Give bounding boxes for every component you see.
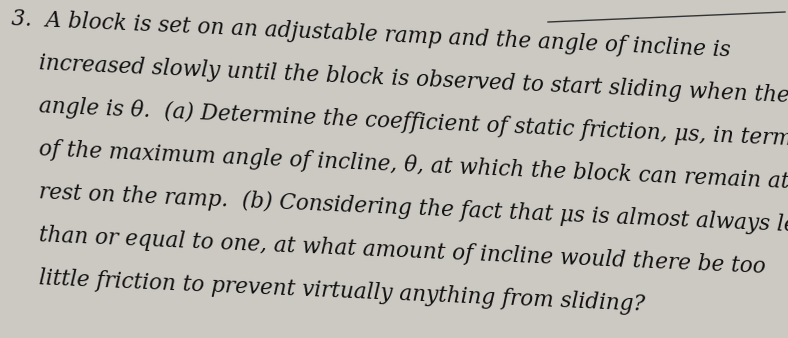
Text: little friction to prevent virtually anything from sliding?: little friction to prevent virtually any…	[11, 266, 645, 316]
Text: 3.  A block is set on an adjustable ramp and the angle of incline is: 3. A block is set on an adjustable ramp …	[11, 8, 731, 62]
Text: rest on the ramp.  (b) Considering the fact that μs is almost always less: rest on the ramp. (b) Considering the fa…	[11, 180, 788, 237]
Text: of the maximum angle of incline, θ, at which the block can remain at: of the maximum angle of incline, θ, at w…	[11, 137, 788, 193]
Text: than or equal to one, at what amount of incline would there be too: than or equal to one, at what amount of …	[11, 223, 766, 278]
Text: increased slowly until the block is observed to start sliding when the: increased slowly until the block is obse…	[11, 51, 788, 107]
Text: angle is θ.  (a) Determine the coefficient of static friction, μs, in terms: angle is θ. (a) Determine the coefficien…	[11, 94, 788, 151]
